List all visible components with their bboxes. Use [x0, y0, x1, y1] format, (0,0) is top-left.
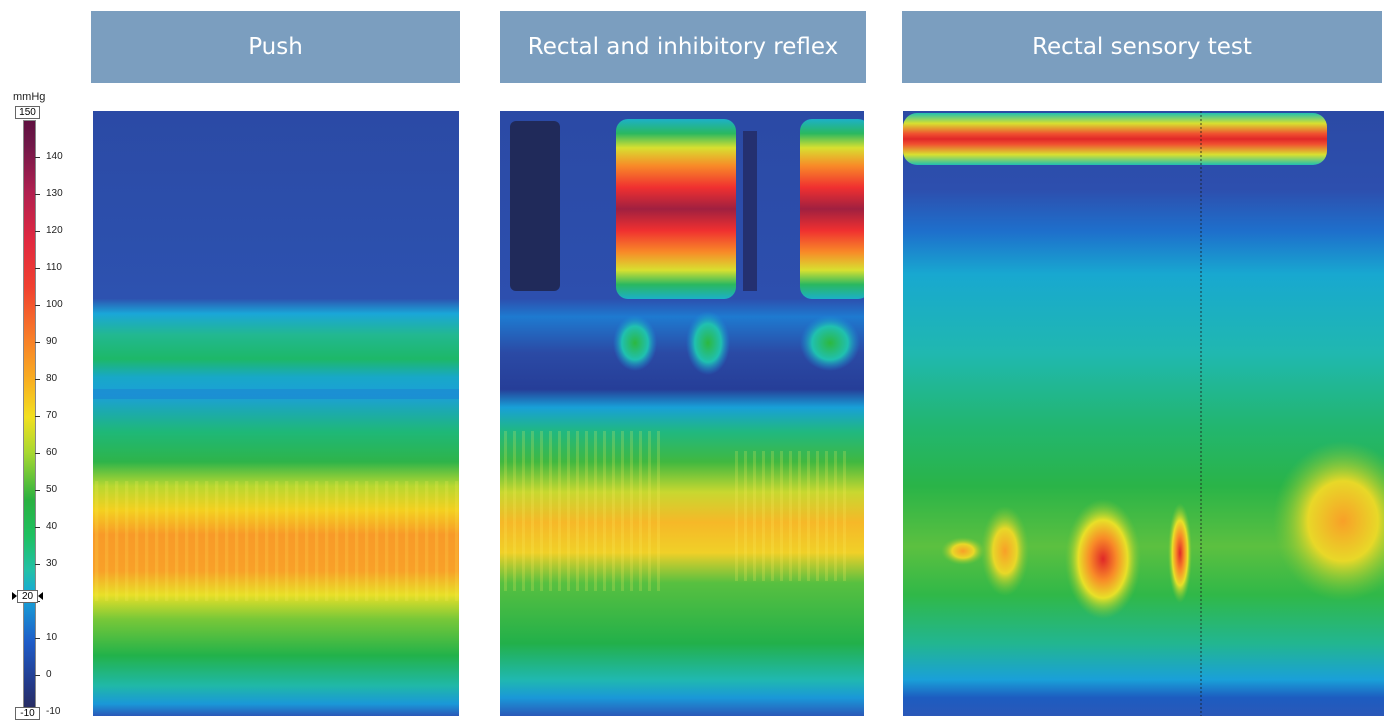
colorbar-tick	[35, 342, 40, 343]
colorbar-min-value[interactable]: -10	[15, 707, 40, 720]
colorbar-tick	[35, 490, 40, 491]
panel-title-sensory-test: Rectal sensory test	[1032, 34, 1252, 60]
colorbar-tick-label: 60	[46, 447, 58, 458]
colorbar-tick-label: 110	[46, 262, 62, 273]
colorbar-tick	[35, 564, 40, 565]
heatmap-sensory-test-svg	[903, 111, 1384, 716]
colorbar-tick-label: 0	[46, 669, 52, 680]
colorbar-tick	[35, 379, 40, 380]
colorbar-tick	[35, 416, 40, 417]
heatmap-rectal-reflex-svg	[500, 111, 864, 716]
colorbar-tick	[35, 231, 40, 232]
panel-header-push: Push	[91, 11, 460, 83]
heatmap-push	[93, 111, 459, 716]
panel-title-rectal-reflex: Rectal and inhibitory reflex	[527, 34, 839, 60]
colorbar-tick	[35, 675, 40, 676]
colorbar-tick	[35, 157, 40, 158]
colorbar-tick-label: 40	[46, 521, 58, 532]
colorbar-tick	[35, 638, 40, 639]
colorbar-tick-label: 10	[46, 632, 58, 643]
colorbar-tick-label: 30	[46, 558, 58, 569]
colorbar-unit-label: mmHg	[13, 91, 46, 103]
colorbar-tick-label: -10	[46, 706, 61, 717]
colorbar-tick	[35, 527, 40, 528]
colorbar	[23, 120, 36, 714]
colorbar-tick-label: 100	[46, 299, 63, 310]
colorbar-tick	[35, 453, 40, 454]
colorbar-tick	[35, 268, 40, 269]
colorbar-tick-label: 80	[46, 373, 58, 384]
colorbar-max-value[interactable]: 150	[15, 106, 40, 119]
heatmap-push-svg	[93, 111, 459, 716]
marker-right-arrow-icon	[38, 592, 43, 600]
heatmap-rectal-reflex	[500, 111, 864, 716]
panel-header-sensory-test: Rectal sensory test	[902, 11, 1382, 83]
colorbar-tick	[35, 305, 40, 306]
heatmap-sensory-test	[903, 111, 1384, 716]
colorbar-tick	[35, 194, 40, 195]
colorbar-tick-label: 50	[46, 484, 58, 495]
marker-left-arrow-icon	[12, 592, 17, 600]
panel-header-rectal-reflex: Rectal and inhibitory reflex	[500, 11, 866, 83]
colorbar-tick-label: 70	[46, 410, 58, 421]
colorbar-tick-label: 140	[46, 151, 63, 162]
colorbar-tick-label: 130	[46, 188, 63, 199]
colorbar-tick-label: 90	[46, 336, 58, 347]
panel-title-push: Push	[248, 34, 303, 60]
colorbar-tick-label: 120	[46, 225, 63, 236]
colorbar-marker-value[interactable]: 20	[17, 590, 38, 603]
